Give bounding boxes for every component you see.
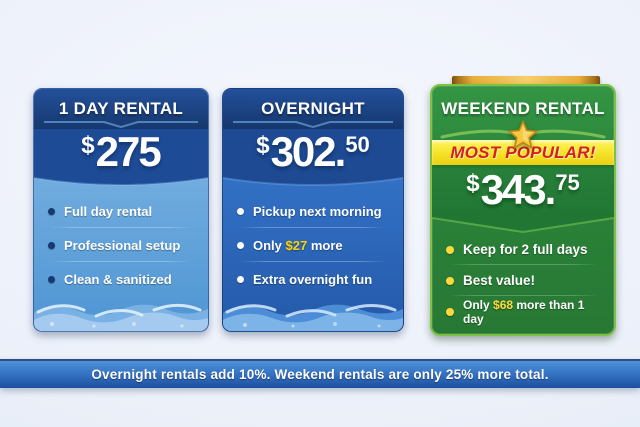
- feature-text: Best value!: [463, 273, 536, 288]
- feature-text: Professional setup: [64, 237, 181, 253]
- wave-boundary-icon: [223, 174, 403, 186]
- bullet-icon: [446, 245, 454, 254]
- star-zone: [432, 120, 614, 149]
- most-popular-badge: MOST POPULAR!: [450, 142, 596, 162]
- footer-banner: Overnight rentals add 10%. Weekend renta…: [0, 359, 640, 388]
- currency-symbol: $: [81, 132, 95, 159]
- price-whole: 343.: [480, 166, 557, 213]
- footer-banner-text: Overnight rentals add 10%. Weekend renta…: [91, 367, 549, 382]
- bullet-icon: [48, 241, 55, 249]
- feature-item: Extra overnight fun: [237, 262, 389, 296]
- feature-text: Full day rental: [64, 203, 153, 219]
- feature-text: Only $27 more: [253, 237, 343, 253]
- feature-text: Keep for 2 full days: [463, 242, 588, 257]
- feature-item: Only $68 more than 1 day: [446, 296, 600, 327]
- feature-item: Only $27 more: [237, 228, 389, 262]
- swoosh-divider-icon: [44, 121, 198, 128]
- price-zone: $343.75: [432, 165, 614, 215]
- swoosh-divider-icon: [233, 121, 393, 128]
- card-title: OVERNIGHT: [261, 99, 365, 118]
- bullet-icon: [237, 275, 244, 283]
- feature-text: Extra overnight fun: [253, 271, 373, 287]
- price-whole: 302.: [270, 128, 347, 175]
- card-header: 1 DAY RENTAL: [34, 89, 208, 129]
- bullet-icon: [237, 207, 244, 215]
- card-header: WEEKEND RENTAL: [432, 86, 614, 126]
- bullet-icon: [446, 276, 454, 285]
- price-zone: $275: [34, 129, 208, 175]
- feature-text: Only $68 more than 1 day: [463, 297, 585, 326]
- feature-list: Full day rental Professional setup Clean…: [34, 190, 208, 296]
- feature-text: Pickup next morning: [253, 203, 382, 219]
- feature-item: Professional setup: [48, 228, 194, 262]
- currency-symbol: $: [256, 132, 270, 159]
- star-icon: [508, 120, 538, 149]
- price: $343.75: [466, 169, 580, 211]
- bullet-icon: [48, 207, 55, 215]
- water-waves-icon: [223, 304, 403, 331]
- wave-boundary-icon: [34, 174, 208, 186]
- bullet-icon: [237, 241, 244, 249]
- feature-item: Clean & sanitized: [48, 262, 194, 296]
- pricing-card-weekend: WEEKEND RENTAL MOST POPULAR! $343.75 Kee…: [430, 84, 616, 336]
- price: $275: [81, 128, 162, 175]
- feature-item: Full day rental: [48, 194, 194, 228]
- feature-list: Pickup next morning Only $27 more Extra …: [223, 190, 403, 296]
- price-cents: 50: [345, 132, 370, 157]
- price-cents: 75: [555, 170, 580, 195]
- most-popular-ribbon: MOST POPULAR!: [432, 140, 614, 165]
- feature-item: Best value!: [446, 265, 600, 296]
- card-title: 1 DAY RENTAL: [58, 99, 184, 118]
- feature-list: Keep for 2 full days Best value! Only $6…: [432, 234, 614, 327]
- pricing-card-overnight: OVERNIGHT $302.50 Pickup next morning On…: [222, 88, 404, 332]
- price-whole: 275: [95, 128, 162, 175]
- card-header: OVERNIGHT: [223, 89, 403, 129]
- price-zone: $302.50: [223, 129, 403, 175]
- currency-symbol: $: [466, 170, 480, 197]
- feature-item: Pickup next morning: [237, 194, 389, 228]
- feature-text: Clean & sanitized: [64, 271, 172, 287]
- feature-item: Keep for 2 full days: [446, 234, 600, 265]
- pricing-card-1-day: 1 DAY RENTAL $275 Full day rental Profes…: [33, 88, 209, 332]
- price: $302.50: [256, 131, 370, 173]
- chevron-boundary-icon: [432, 214, 614, 234]
- bullet-icon: [446, 307, 454, 316]
- card-title: WEEKEND RENTAL: [441, 99, 605, 118]
- water-waves-icon: [34, 304, 208, 331]
- bullet-icon: [48, 275, 55, 283]
